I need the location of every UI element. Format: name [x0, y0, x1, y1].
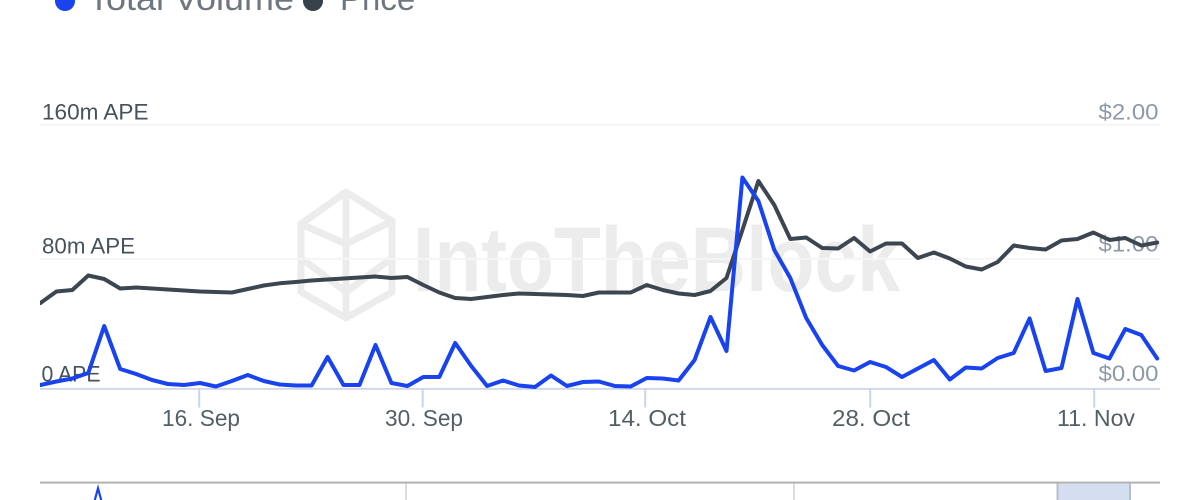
svg-text:30. Sep: 30. Sep — [385, 405, 463, 431]
svg-text:11. Nov: 11. Nov — [1057, 405, 1135, 431]
svg-text:160m APE: 160m APE — [42, 100, 149, 125]
svg-text:IntoTheBlock: IntoTheBlock — [413, 209, 901, 311]
svg-text:28. Oct: 28. Oct — [832, 405, 911, 431]
svg-text:Total Volume: Total Volume — [88, 0, 294, 17]
svg-text:Price: Price — [340, 0, 415, 17]
svg-text:14. Oct: 14. Oct — [608, 405, 687, 431]
svg-text:80m APE: 80m APE — [42, 234, 135, 259]
svg-text:16. Sep: 16. Sep — [162, 405, 240, 431]
svg-text:$0.00: $0.00 — [1099, 361, 1159, 386]
svg-text:$2.00: $2.00 — [1099, 100, 1159, 125]
